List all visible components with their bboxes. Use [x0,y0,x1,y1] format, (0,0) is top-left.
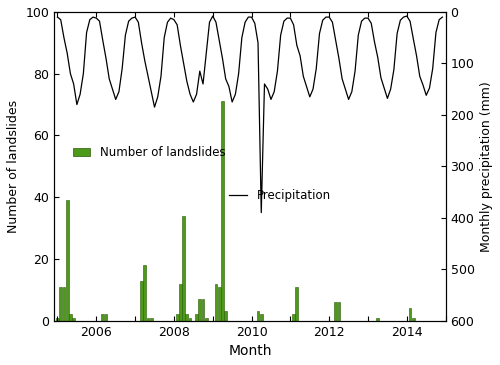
Bar [69,315,72,320]
Bar [188,318,192,320]
Bar [202,299,204,320]
Bar [72,318,75,320]
Bar [218,287,220,320]
Bar [176,315,178,320]
Bar [66,200,68,320]
Bar [186,315,188,320]
Bar [214,284,218,320]
Bar [182,216,185,320]
Bar [221,101,224,320]
Bar [195,315,198,320]
Legend: Precipitation: Precipitation [224,185,336,207]
Bar [296,287,298,320]
X-axis label: Month: Month [228,344,272,358]
Bar [260,315,262,320]
Bar [140,281,143,320]
Bar [179,284,182,320]
Y-axis label: Number of landslides: Number of landslides [7,100,20,233]
Bar [256,311,260,320]
Bar [150,318,152,320]
Bar [224,311,227,320]
Bar [144,265,146,320]
Bar [146,318,150,320]
Bar [56,318,59,320]
Bar [408,308,412,320]
Bar [334,302,337,320]
Bar [198,299,201,320]
Bar [376,318,379,320]
Bar [62,287,66,320]
Bar [338,302,340,320]
Bar [60,287,62,320]
Bar [104,315,108,320]
Y-axis label: Monthly precipitation (mm): Monthly precipitation (mm) [480,81,493,251]
Bar [292,315,295,320]
Bar [412,318,414,320]
Bar [102,315,104,320]
Bar [205,318,208,320]
